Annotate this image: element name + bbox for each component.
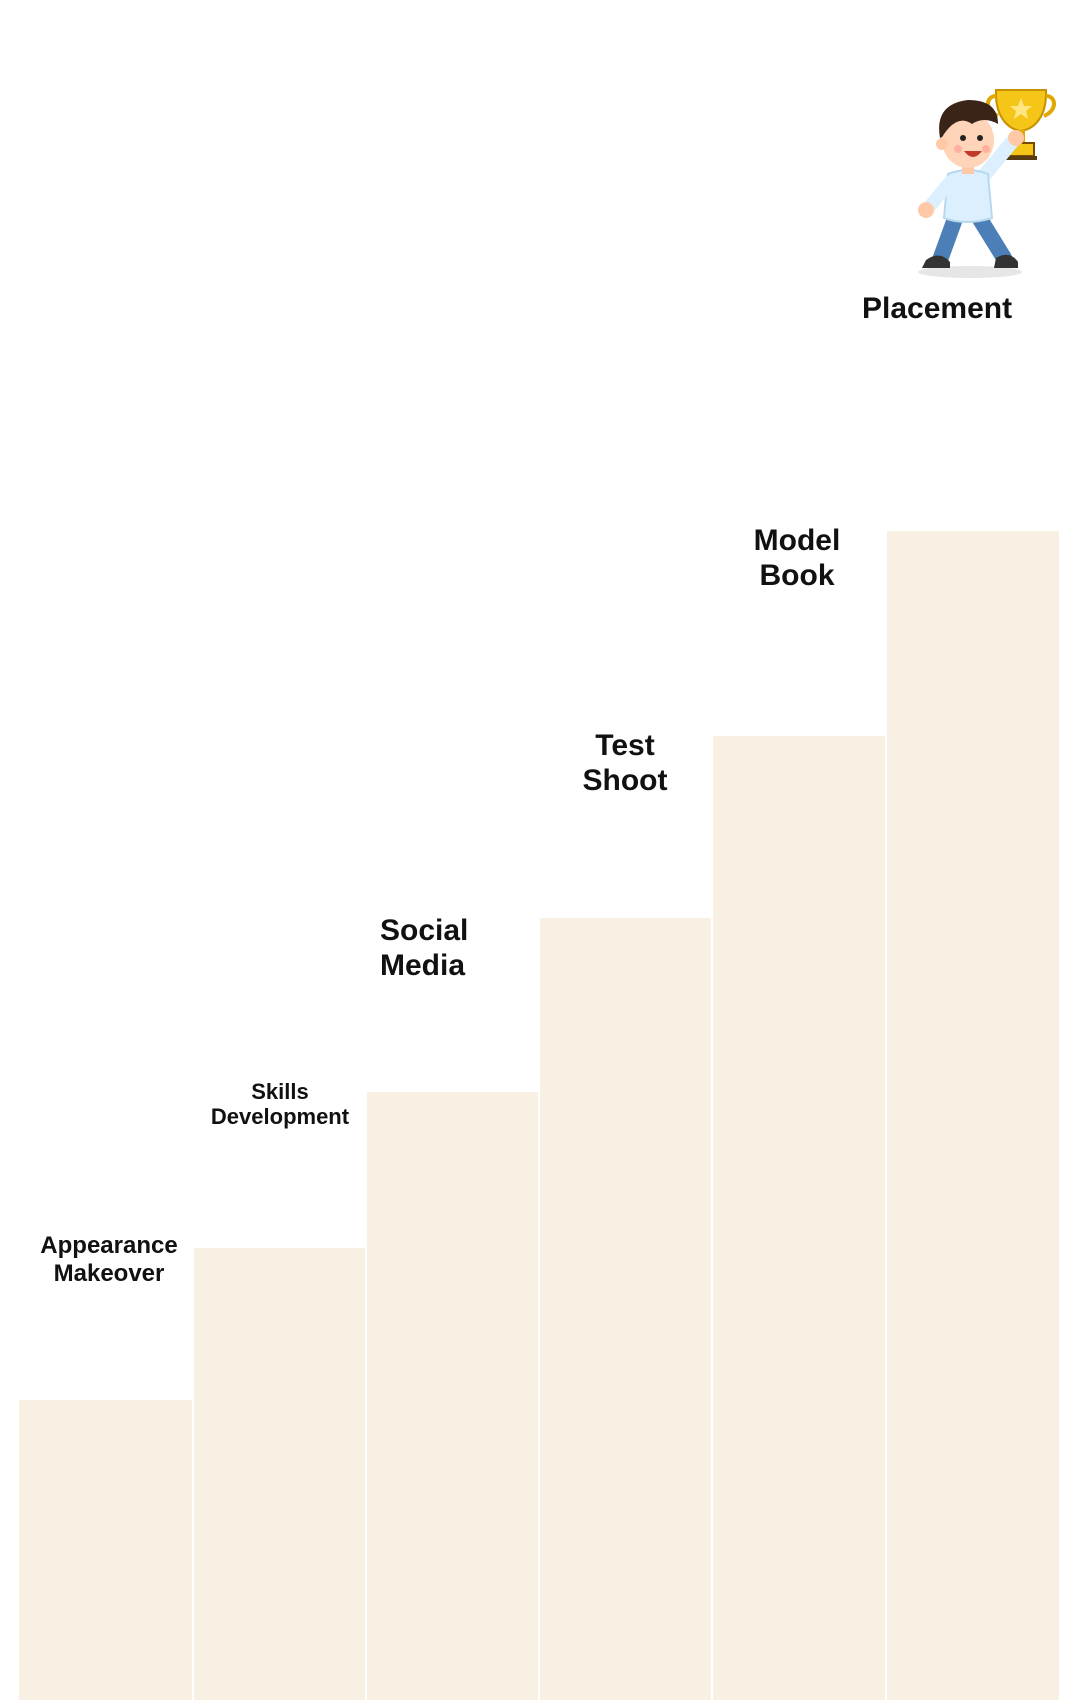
label-line: Placement: [862, 292, 1013, 325]
label-test-shoot: Test Shoot: [545, 729, 705, 798]
step-placement: [887, 531, 1059, 1700]
label-line: Book: [759, 558, 835, 592]
label-line: Development: [210, 1104, 350, 1130]
label-skills-development: Skills Development: [188, 1079, 372, 1130]
step-test-shoot: [540, 918, 711, 1700]
step-appearance-makeover: [19, 1400, 192, 1700]
label-model-book: Model Book: [717, 524, 877, 593]
boy-holding-trophy-icon: [918, 89, 1056, 278]
label-social-media: Social Media: [380, 914, 520, 983]
label-line: Appearance: [40, 1232, 178, 1259]
label-line: Shoot: [582, 763, 668, 797]
label-line: Social: [380, 914, 469, 947]
label-line: Makeover: [53, 1259, 165, 1287]
label-line: Test: [595, 729, 655, 762]
step-model-book: [713, 736, 885, 1700]
step-skills-development: [194, 1248, 365, 1700]
label-line: Model: [753, 524, 841, 557]
label-line: Media: [380, 948, 466, 982]
label-appearance-makeover: Appearance Makeover: [14, 1232, 204, 1287]
step-social-media: [367, 1092, 538, 1700]
label-placement: Placement: [862, 292, 1080, 327]
label-line: Skills: [251, 1079, 309, 1104]
